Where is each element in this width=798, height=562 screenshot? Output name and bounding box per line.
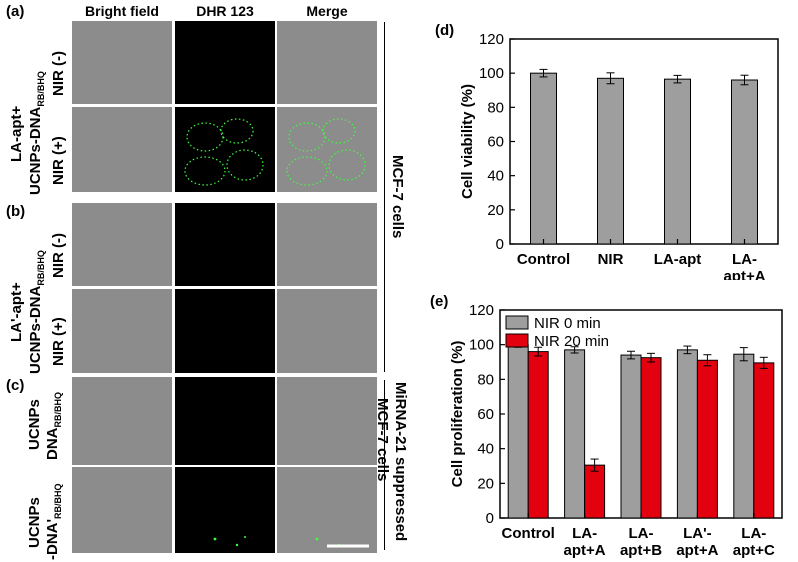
x-tick-label: Control: [517, 251, 570, 268]
x-tick-label: LA'-: [683, 525, 712, 542]
image-a-nir-plus-merge: [277, 107, 377, 192]
image-c2-bright: [72, 467, 172, 553]
y-tick-label: 80: [477, 371, 494, 388]
image-b-nir-minus-bright: [72, 203, 172, 286]
legend-label: NIR 20 min: [534, 333, 609, 350]
bar-3: [731, 79, 758, 245]
bar-nir0-0: [507, 344, 529, 519]
y-tick-label: 100: [469, 337, 494, 354]
image-b-nir-minus-dhr: [175, 203, 275, 286]
bar-nir0-1: [564, 349, 586, 519]
bar-nir0-2: [620, 354, 642, 519]
bar-1: [597, 77, 624, 245]
green-dots-c2-merge: [315, 537, 369, 548]
x-tick-label: apt+A: [676, 542, 718, 559]
y-tick-label: 60: [477, 406, 494, 423]
row-label-b-nir-minus: NIR (-): [50, 233, 67, 278]
y-tick-label: 20: [477, 475, 494, 492]
group-b-line1: LA'-apt+: [8, 282, 25, 342]
image-c1-dhr: [175, 377, 275, 465]
row-label-a-nir-plus: NIR (+): [50, 136, 67, 185]
bar-nir20-2: [640, 357, 662, 519]
x-tick-label: apt+C: [733, 542, 775, 559]
image-b-nir-plus-bright: [72, 289, 172, 373]
x-tick-label: LA-apt: [654, 251, 702, 268]
x-tick-label: LA-: [572, 525, 597, 542]
bracket-line-suppressed: [384, 380, 385, 550]
group-c1-line2: DNARB/BHQ: [44, 392, 63, 460]
legend-swatch: [505, 315, 529, 330]
y-tick-label: 80: [487, 99, 504, 116]
green-fluorescence-a-dhr: [184, 118, 264, 186]
x-tick-label: Control: [502, 525, 555, 542]
image-b-nir-plus-merge: [277, 289, 377, 373]
column-header-dhr123: DHR 123: [196, 3, 254, 19]
side-label-suppressed-line1: MiRNA-21 suppressed: [392, 382, 409, 542]
side-label-mcf7: MCF-7 cells: [389, 155, 406, 239]
legend-swatch: [505, 333, 529, 348]
x-tick-label: apt+B: [620, 542, 662, 559]
panel-label-c: (c): [6, 377, 25, 394]
bar-nir20-1: [584, 464, 606, 519]
image-a-nir-plus-dhr: [175, 107, 275, 192]
y-tick-label: 120: [479, 31, 504, 48]
image-c1-bright: [72, 377, 172, 465]
group-b-line2: UCNPs-DNARB/BHQ: [27, 250, 46, 374]
image-c2-dhr: [175, 467, 275, 553]
y-tick-label: 0: [496, 236, 504, 253]
bar-nir0-3: [676, 349, 698, 519]
y-tick-label: 0: [486, 510, 494, 527]
x-tick-label: LA-: [741, 525, 766, 542]
group-c2-line1: UCNPs: [26, 497, 43, 548]
y-tick-label: 40: [477, 441, 494, 458]
group-c2-line2: -DNA'RB/BHQ: [44, 483, 63, 560]
column-header-bright-field: Bright field: [85, 3, 159, 19]
x-tick-label: apt+A: [564, 542, 606, 559]
legend-label: NIR 0 min: [534, 315, 601, 332]
bracket-line-mcf7: [384, 22, 385, 372]
panel-label-b: (b): [6, 203, 26, 220]
image-c1-merge: [277, 377, 377, 465]
bar-nir20-4: [753, 362, 775, 519]
y-tick-label: 100: [479, 65, 504, 82]
y-tick-label: 40: [487, 168, 504, 185]
image-a-nir-plus-bright: [72, 107, 172, 192]
panel-label-a: (a): [6, 3, 25, 20]
green-fluorescence-a-merge: [286, 118, 366, 186]
group-c1-line1: UCNPs: [26, 399, 43, 450]
group-a-line2: UCNPs-DNARB/BHQ: [27, 71, 46, 195]
y-tick-label: 20: [487, 202, 504, 219]
image-c2-merge: [277, 467, 377, 553]
x-tick-label: LA-: [732, 251, 757, 268]
image-b-nir-minus-merge: [277, 203, 377, 286]
y-axis-label: Cell viability (%): [459, 84, 476, 199]
x-tick-label: apt+A: [723, 268, 765, 280]
row-label-b-nir-plus: NIR (+): [50, 317, 67, 366]
x-tick-label: NIR: [598, 251, 624, 268]
green-dots-c2-dhr: [213, 536, 246, 547]
bar-nir20-0: [527, 351, 549, 519]
panel-label-d: (d): [435, 22, 455, 39]
x-tick-label: LA-: [629, 525, 654, 542]
chart-d-cell-viability: 0 20 40 60 80 100 120 Cell viability (%) Control…: [459, 31, 779, 280]
side-label-suppressed-line2: MCF-7 cells: [374, 398, 391, 482]
image-a-nir-minus-merge: [277, 21, 377, 104]
image-a-nir-minus-bright: [72, 21, 172, 104]
group-a-line1: LA-apt+: [8, 105, 25, 162]
bar-nir20-3: [696, 359, 718, 519]
y-axis-label: Cell proliferation (%): [449, 341, 466, 488]
panel-label-e: (e): [430, 293, 449, 310]
image-b-nir-plus-dhr: [175, 289, 275, 373]
bar-0: [530, 72, 557, 245]
y-tick-label: 60: [487, 134, 504, 151]
chart-e-cell-proliferation: 0 20 40 60 80 100 120 Cell proliferation (%) Con…: [449, 302, 783, 559]
y-tick-label: 120: [469, 302, 494, 319]
bar-2: [664, 78, 691, 245]
column-header-merge: Merge: [306, 3, 348, 19]
image-a-nir-minus-dhr: [175, 21, 275, 104]
bar-nir0-4: [733, 353, 755, 519]
row-label-a-nir-minus: NIR (-): [50, 51, 67, 96]
